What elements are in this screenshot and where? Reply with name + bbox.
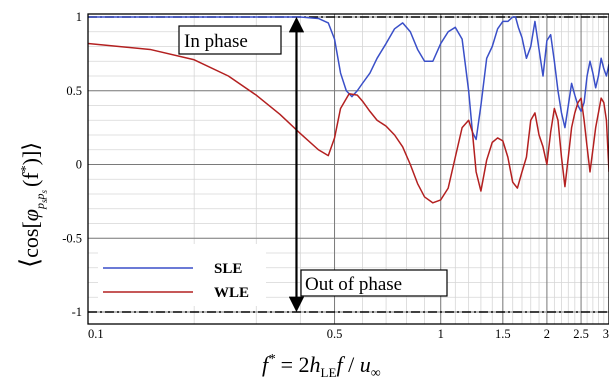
y-axis-label: ⟨cos[φpsps(f*)]⟩	[15, 142, 49, 268]
y-tick-label: 0.5	[66, 84, 82, 98]
y-tick-label: -0.5	[62, 231, 82, 245]
legend: SLE WLE	[98, 244, 266, 306]
out-of-phase-label: Out of phase	[305, 274, 402, 295]
x-tick-label: 3	[603, 327, 609, 341]
in-phase-annotation: In phase	[178, 25, 282, 55]
series-line-sle	[88, 16, 609, 141]
x-tick-labels: 0.1 0.5 1 1.5 2 2.5 3	[88, 327, 609, 341]
plot-frame	[87, 13, 609, 325]
in-phase-label: In phase	[184, 31, 248, 52]
series-line-wle	[88, 42, 609, 204]
y-tick-label: 0	[76, 158, 82, 172]
y-tick-labels: 1 0.5 0 -0.5 -1	[62, 10, 82, 319]
x-tick-label: 1.5	[495, 327, 511, 341]
x-tick-label: 0.5	[327, 327, 343, 341]
x-tick-label: 1	[438, 327, 444, 341]
legend-label-sle: SLE	[214, 261, 242, 277]
out-of-phase-annotation: Out of phase	[300, 269, 448, 297]
x-tick-label: 2.5	[573, 327, 589, 341]
x-tick-label: 0.1	[88, 327, 104, 341]
y-tick-label: -1	[72, 305, 82, 319]
series-layer	[88, 16, 609, 204]
legend-label-wle: WLE	[214, 285, 249, 301]
y-tick-label: 1	[76, 10, 82, 24]
x-axis-label: f* = 2hLEf / u∞	[262, 352, 381, 381]
x-tick-label: 2	[544, 327, 550, 341]
